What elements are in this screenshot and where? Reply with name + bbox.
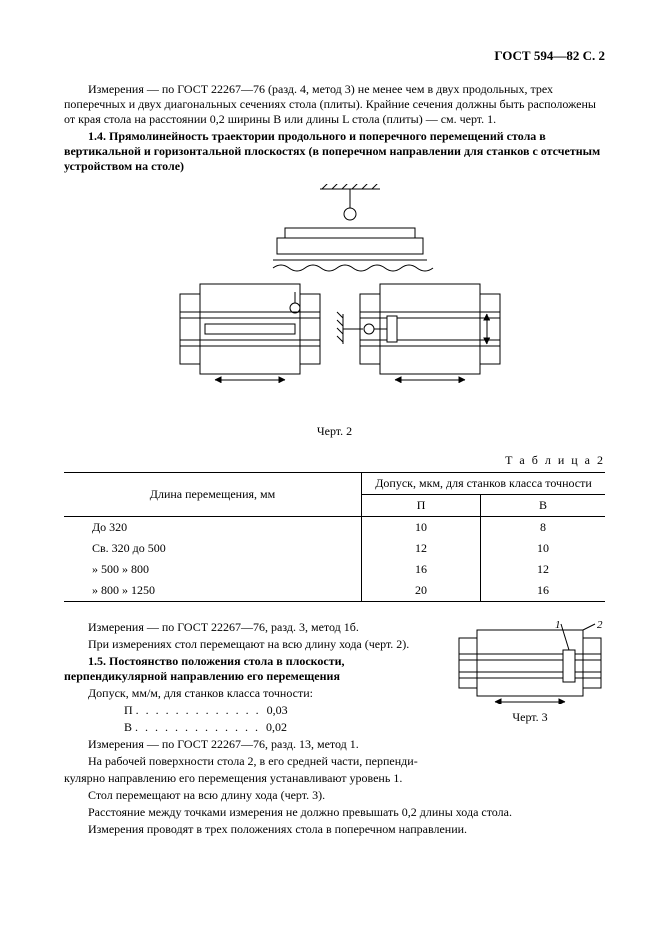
tolerance-row-p: П . . . . . . . . . . . . . 0,03 [124, 703, 441, 718]
tolerance-p-value: 0,03 [267, 703, 288, 717]
tolerance-v-label: В [124, 720, 132, 734]
table-2-col-length: Длина перемещения, мм [64, 473, 362, 517]
section-1-5-number: 1.5. [88, 654, 106, 668]
figure-3-caption: Черт. 3 [455, 710, 605, 725]
table-2-r1-v: 10 [481, 538, 605, 559]
figure-3: 1 2 [455, 620, 605, 704]
figure-2-caption: Черт. 2 [64, 424, 605, 439]
paragraph-measurements-intro: Измерения — по ГОСТ 22267—76 (разд. 4, м… [64, 82, 605, 127]
table-2-r0-v: 8 [481, 517, 605, 539]
table-2-label: Т а б л и ц а 2 [64, 453, 605, 468]
table-2-col-v: В [481, 495, 605, 517]
table-2-r1-p: 12 [362, 538, 481, 559]
section-1-5-heading: 1.5. Постоянство положения стола в плоск… [64, 654, 441, 684]
section-1-4-heading: 1.4. Прямолинейность траектории продольн… [64, 129, 605, 174]
paragraph-measure-ref-2: Измерения — по ГОСТ 22267—76, разд. 13, … [64, 737, 441, 752]
table-2-r3-v: 16 [481, 580, 605, 602]
paragraph-level-setup-b: кулярно направлению его перемещения уста… [64, 771, 605, 786]
table-2-r3-len: » 800 » 1250 [64, 580, 362, 602]
table-2-r0-p: 10 [362, 517, 481, 539]
figure-3-label-1: 1 [555, 620, 561, 631]
table-2-r1-len: Св. 320 до 500 [64, 538, 362, 559]
paragraph-measure-ref: Измерения — по ГОСТ 22267—76, разд. 3, м… [64, 620, 441, 635]
figure-2 [64, 184, 605, 418]
table-2-r2-p: 16 [362, 559, 481, 580]
section-1-4-title: Прямолинейность траектории продольного и… [64, 129, 600, 173]
table-2: Длина перемещения, мм Допуск, мкм, для с… [64, 472, 605, 602]
tolerance-p-label: П [124, 703, 133, 717]
page-header: ГОСТ 594—82 С. 2 [64, 48, 605, 64]
table-2-r2-v: 12 [481, 559, 605, 580]
paragraph-move-full-stroke: При измерениях стол перемещают на всю дл… [64, 637, 441, 652]
tolerance-intro: Допуск, мм/м, для станков класса точност… [64, 686, 441, 701]
paragraph-three-positions: Измерения проводят в трех положениях сто… [64, 822, 605, 837]
tolerance-row-v: В . . . . . . . . . . . . . 0,02 [124, 720, 441, 735]
table-2-r0-len: До 320 [64, 517, 362, 539]
tolerance-v-dots: . . . . . . . . . . . . . [135, 720, 260, 734]
table-2-col-p: П [362, 495, 481, 517]
tolerance-v-value: 0,02 [266, 720, 287, 734]
table-2-r3-p: 20 [362, 580, 481, 602]
paragraph-level-setup-a: На рабочей поверхности стола 2, в его ср… [64, 754, 441, 769]
table-2-r2-len: » 500 » 800 [64, 559, 362, 580]
figure-3-label-2: 2 [597, 620, 603, 631]
section-1-5-title: Постоянство положения стола в плоскости,… [64, 654, 345, 683]
paragraph-move-full-stroke-2: Стол перемещают на всю длину хода (черт.… [64, 788, 605, 803]
table-2-col-tolerance: Допуск, мкм, для станков класса точности [362, 473, 605, 495]
section-1-4-number: 1.4. [88, 129, 106, 143]
paragraph-point-distance: Расстояние между точками измерения не до… [64, 805, 605, 820]
tolerance-p-dots: . . . . . . . . . . . . . [136, 703, 261, 717]
